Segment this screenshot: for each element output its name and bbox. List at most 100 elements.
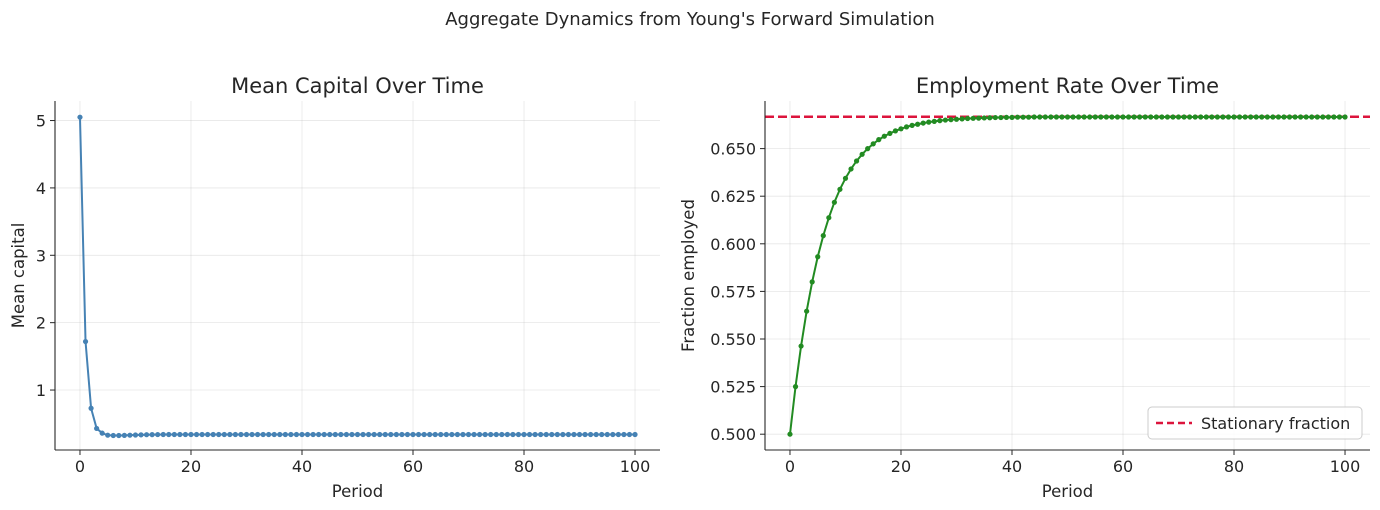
y-tick-label: 0.500 <box>710 425 756 444</box>
y-tick-label: 0.650 <box>710 140 756 159</box>
data-point <box>188 431 194 438</box>
data-point <box>77 114 83 120</box>
data-point <box>482 431 488 438</box>
data-point <box>1198 114 1204 120</box>
data-point <box>526 431 533 438</box>
data-point <box>1187 114 1193 120</box>
data-point <box>232 431 238 438</box>
data-point <box>1153 114 1159 120</box>
data-point <box>798 343 804 349</box>
data-point <box>438 431 444 438</box>
data-point <box>254 431 261 438</box>
y-axis-label: Mean capital <box>9 223 28 329</box>
data-point <box>1209 114 1215 120</box>
data-point <box>1314 114 1320 120</box>
data-point <box>88 405 94 411</box>
y-tick-label: 0.575 <box>710 282 756 301</box>
data-point <box>1125 114 1132 120</box>
data-point <box>1264 114 1270 120</box>
data-point <box>549 431 555 438</box>
data-point <box>155 431 161 438</box>
x-tick-label: 20 <box>181 457 201 476</box>
data-point <box>1292 114 1298 120</box>
data-point <box>293 431 300 438</box>
data-point <box>565 431 572 438</box>
data-point <box>1175 114 1182 120</box>
data-point <box>865 146 871 152</box>
data-point <box>554 431 560 438</box>
data-point <box>99 430 105 436</box>
data-point <box>1181 114 1187 120</box>
data-point <box>1103 114 1109 120</box>
data-point <box>471 431 477 438</box>
data-point <box>1053 114 1059 120</box>
data-point <box>94 425 100 432</box>
data-point <box>870 141 876 147</box>
data-point <box>792 384 799 390</box>
data-point <box>210 431 216 438</box>
x-tick-label: 80 <box>514 457 534 476</box>
data-point <box>959 116 965 122</box>
x-tick-label: 100 <box>620 457 651 476</box>
data-point <box>1048 114 1054 120</box>
data-point <box>327 431 333 438</box>
x-tick-label: 20 <box>891 457 911 476</box>
data-point <box>499 431 505 438</box>
data-point <box>892 128 899 134</box>
data-point <box>399 431 405 438</box>
x-tick-label: 0 <box>75 457 85 476</box>
data-point <box>171 431 177 438</box>
x-tick-label: 40 <box>1002 457 1022 476</box>
data-point <box>1281 114 1287 120</box>
data-point <box>1026 114 1032 120</box>
data-point <box>421 431 427 438</box>
data-point <box>1137 114 1143 120</box>
data-point <box>876 137 882 143</box>
data-point <box>848 166 854 172</box>
data-point <box>227 431 233 438</box>
data-point <box>1031 114 1037 120</box>
data-point <box>1142 114 1148 120</box>
data-point <box>465 431 472 438</box>
data-point <box>1037 114 1043 120</box>
data-point <box>1042 114 1048 120</box>
data-point <box>1253 114 1259 120</box>
data-point <box>266 431 272 438</box>
data-point <box>299 431 305 438</box>
data-point <box>316 431 322 438</box>
data-point <box>371 431 377 438</box>
legend-box <box>1147 406 1363 440</box>
x-tick-label: 40 <box>292 457 312 476</box>
data-point <box>937 118 943 124</box>
x-tick-label: 60 <box>403 457 423 476</box>
data-point <box>604 431 610 438</box>
data-point <box>615 431 621 438</box>
data-point <box>815 254 821 260</box>
data-point <box>1342 114 1348 120</box>
data-point <box>249 431 255 438</box>
data-point <box>1114 114 1121 120</box>
data-point <box>804 308 810 314</box>
y-tick-label: 0.625 <box>710 187 756 206</box>
data-point <box>992 114 998 121</box>
data-point <box>193 431 200 438</box>
data-point <box>504 431 510 438</box>
data-point <box>593 431 599 438</box>
data-point <box>143 432 150 438</box>
data-point <box>538 431 544 438</box>
data-point <box>881 133 887 139</box>
data-point <box>1092 114 1098 120</box>
data-point <box>260 431 266 438</box>
data-point <box>571 431 577 438</box>
data-point <box>366 431 372 438</box>
data-point <box>238 431 244 438</box>
data-point <box>454 431 461 438</box>
data-point <box>271 431 277 438</box>
data-point <box>343 431 349 438</box>
data-point <box>82 338 89 345</box>
data-point <box>543 431 549 438</box>
chart-title: Employment Rate Over Time <box>916 74 1219 98</box>
data-point <box>393 431 399 438</box>
data-point <box>1220 114 1226 120</box>
